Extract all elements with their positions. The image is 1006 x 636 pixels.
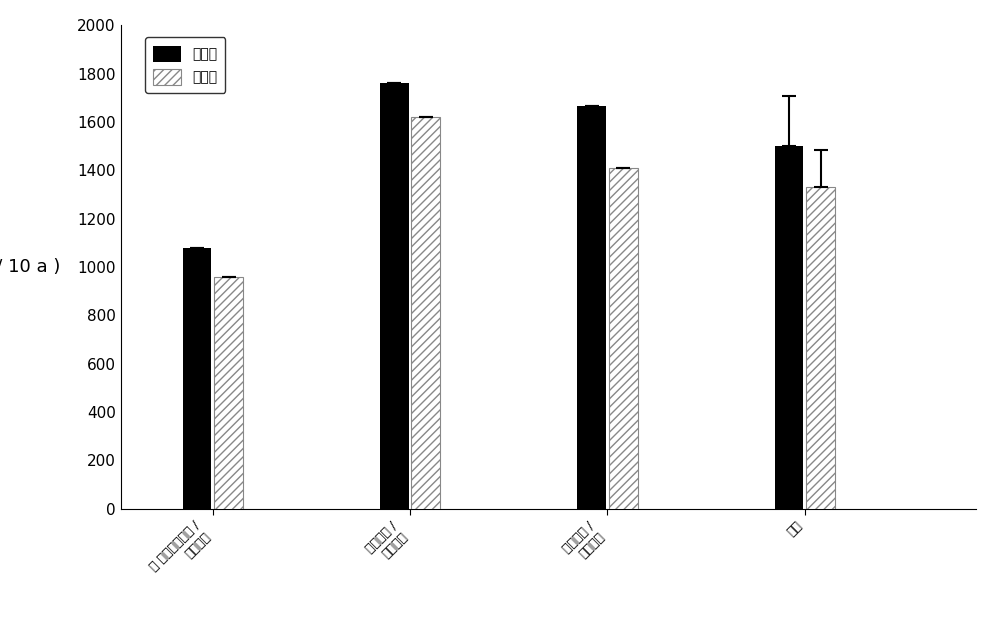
Bar [806, 188, 835, 509]
Bar [380, 83, 408, 509]
Y-axis label: ( kg / 10 a ): ( kg / 10 a ) [0, 258, 60, 276]
Legend: 수확량, 수확량: 수확량, 수확량 [145, 38, 225, 93]
Bar [214, 277, 243, 509]
Bar [182, 248, 211, 509]
Bar [609, 168, 638, 509]
Bar [577, 106, 607, 509]
Bar [775, 146, 804, 509]
Bar [411, 117, 441, 509]
